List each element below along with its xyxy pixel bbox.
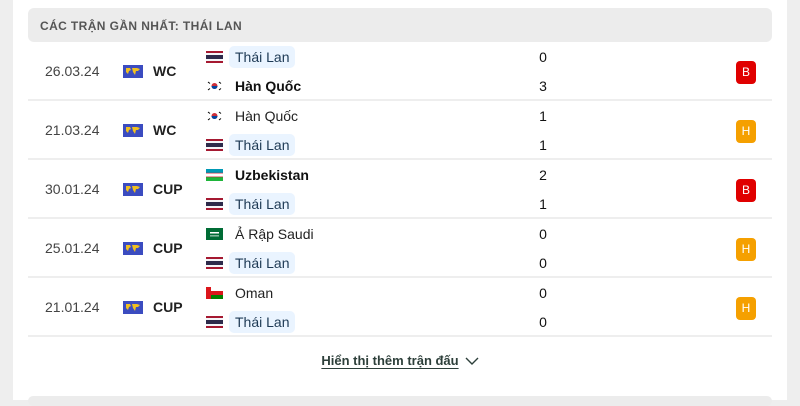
away-team-name[interactable]: Thái Lan <box>229 134 296 156</box>
match-date: 21.03.24 <box>45 122 100 138</box>
match-row[interactable]: 26.03.24 WC Thái Lan 0 Hàn Quốc 3 B <box>28 42 772 101</box>
away-team: Thái Lan 0 <box>206 311 547 333</box>
south-korea-flag-icon <box>206 80 223 92</box>
away-score: 0 <box>539 314 547 330</box>
thailand-flag-icon <box>206 198 223 210</box>
competition-label: CUP <box>153 299 183 315</box>
match-date: 25.01.24 <box>45 240 100 256</box>
home-score: 0 <box>539 285 547 301</box>
match-row[interactable]: 30.01.24 CUP Uzbekistan 2 Thái Lan 1 B <box>28 160 772 219</box>
home-score: 0 <box>539 49 547 65</box>
away-team-name[interactable]: Hàn Quốc <box>235 78 302 94</box>
show-more: Hiển thị thêm trận đấu <box>0 353 800 368</box>
home-team: Oman 0 <box>206 282 547 304</box>
next-section <box>28 396 772 406</box>
home-team: Thái Lan 0 <box>206 46 547 68</box>
match-row[interactable]: 21.03.24 WC Hàn Quốc 1 Thái Lan 1 H <box>28 101 772 160</box>
away-team-name[interactable]: Thái Lan <box>229 311 296 333</box>
home-score: 2 <box>539 167 547 183</box>
show-more-link[interactable]: Hiển thị thêm trận đấu <box>321 353 459 368</box>
home-team-name[interactable]: Oman <box>235 285 274 301</box>
away-score: 1 <box>539 196 547 212</box>
match-list: 26.03.24 WC Thái Lan 0 Hàn Quốc 3 B 21.03… <box>28 42 772 337</box>
away-team: Hàn Quốc 3 <box>206 75 547 97</box>
thailand-flag-icon <box>206 139 223 151</box>
home-team-name[interactable]: Ả Rập Saudi <box>235 226 314 242</box>
away-team-name[interactable]: Thái Lan <box>229 193 296 215</box>
world-map-icon <box>123 242 143 255</box>
away-team: Thái Lan 1 <box>206 134 547 156</box>
chevron-down-icon[interactable] <box>465 357 479 366</box>
competition-label: CUP <box>153 181 183 197</box>
match-date: 26.03.24 <box>45 63 100 79</box>
oman-flag-icon <box>206 287 223 299</box>
home-score: 0 <box>539 226 547 242</box>
away-score: 0 <box>539 255 547 271</box>
away-team-name[interactable]: Thái Lan <box>229 252 296 274</box>
away-score: 1 <box>539 137 547 153</box>
thailand-flag-icon <box>206 51 223 63</box>
away-team: Thái Lan 0 <box>206 252 547 274</box>
thailand-flag-icon <box>206 257 223 269</box>
result-badge: B <box>736 61 756 84</box>
home-team: Ả Rập Saudi 0 <box>206 223 547 245</box>
home-team: Uzbekistan 2 <box>206 164 547 186</box>
home-score: 1 <box>539 108 547 124</box>
home-team-name[interactable]: Uzbekistan <box>235 167 309 183</box>
world-map-icon <box>123 124 143 137</box>
section-title: CÁC TRẬN GẦN NHẤT: THÁI LAN <box>28 8 772 42</box>
match-date: 30.01.24 <box>45 181 100 197</box>
result-badge: H <box>736 297 756 320</box>
home-team-name[interactable]: Hàn Quốc <box>235 108 299 124</box>
home-team: Hàn Quốc 1 <box>206 105 547 127</box>
saudi-arabia-flag-icon <box>206 228 223 240</box>
world-map-icon <box>123 183 143 196</box>
result-badge: H <box>736 238 756 261</box>
uzbekistan-flag-icon <box>206 169 223 181</box>
result-badge: B <box>736 179 756 202</box>
world-map-icon <box>123 65 143 78</box>
match-row[interactable]: 21.01.24 CUP Oman 0 Thái Lan 0 H <box>28 278 772 337</box>
away-team: Thái Lan 1 <box>206 193 547 215</box>
away-score: 3 <box>539 78 547 94</box>
competition-label: CUP <box>153 240 183 256</box>
match-date: 21.01.24 <box>45 299 100 315</box>
competition-label: WC <box>153 122 177 138</box>
match-row[interactable]: 25.01.24 CUP Ả Rập Saudi 0 Thái Lan 0 H <box>28 219 772 278</box>
home-team-name[interactable]: Thái Lan <box>229 46 296 68</box>
south-korea-flag-icon <box>206 110 223 122</box>
result-badge: H <box>736 120 756 143</box>
thailand-flag-icon <box>206 316 223 328</box>
competition-label: WC <box>153 63 177 79</box>
world-map-icon <box>123 301 143 314</box>
